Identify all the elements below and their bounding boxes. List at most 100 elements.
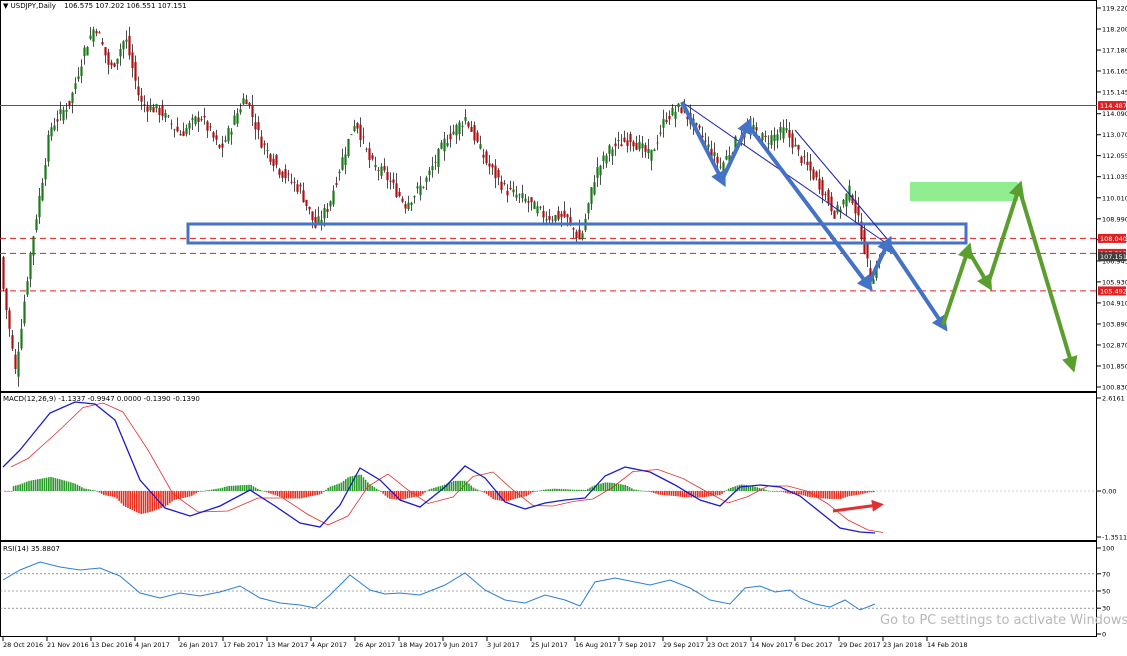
candle-body [239, 109, 242, 113]
candle-body [23, 301, 26, 324]
macd-histogram-bar [692, 491, 695, 498]
price-level-tag-label: 105.492 [1100, 287, 1127, 295]
macd-histogram-bar [426, 490, 428, 492]
time-tick-label: 28 Oct 2016 [3, 641, 43, 649]
candle-body [257, 122, 260, 130]
macd-histogram-bar [15, 485, 17, 491]
macd-histogram-bar [193, 491, 195, 495]
candle-body [263, 143, 266, 145]
candle-body [719, 166, 722, 168]
macd-histogram-bar [285, 491, 288, 499]
rsi-pane[interactable] [0, 541, 1097, 637]
candle-body [383, 166, 386, 171]
macd-histogram-bar [118, 491, 120, 502]
macd-histogram-bar [466, 481, 468, 491]
macd-histogram-bar [439, 485, 442, 491]
macd-histogram-bar [833, 491, 835, 499]
candle-body [614, 143, 617, 147]
macd-histogram-bar [697, 491, 699, 498]
macd-histogram-bar [785, 491, 787, 493]
macd-histogram-bar [582, 489, 585, 491]
candle-body [404, 203, 407, 209]
macd-histogram-bar [92, 490, 94, 491]
macd-histogram-bar [670, 491, 673, 496]
macd-histogram-bar [699, 491, 701, 498]
candle-body [797, 144, 800, 150]
candle-body [365, 148, 368, 150]
macd-histogram-bar [122, 491, 125, 506]
candle-body [317, 216, 320, 224]
current-price-label: 107.151 [1100, 253, 1127, 261]
macd-histogram-bar [624, 485, 626, 491]
macd-histogram-bar [274, 491, 277, 496]
rsi-tick-label: 0 [1102, 631, 1106, 639]
macd-histogram-bar [829, 491, 831, 499]
macd-histogram-bar [668, 491, 670, 496]
price-tick-label: 105.930 [1102, 278, 1127, 286]
candle-body [551, 219, 554, 221]
candle-body [515, 194, 518, 198]
candle-body [278, 169, 281, 175]
candle-body [662, 119, 665, 128]
macd-histogram-bar [470, 485, 472, 491]
price-tick-label: 106.945 [1102, 257, 1127, 265]
candle-body [434, 162, 437, 163]
candle-body [146, 106, 149, 112]
macd-histogram-bar [732, 487, 734, 491]
macd-histogram-bar [307, 491, 310, 497]
candle-body [653, 149, 656, 152]
macd-histogram-bar [677, 491, 679, 497]
candle-body [77, 76, 80, 80]
candle-body [713, 152, 716, 157]
macd-histogram-bar [404, 491, 406, 499]
candle-body [788, 130, 791, 138]
candle-body [53, 125, 56, 130]
macd-tick-label: -1.3511 [1102, 534, 1127, 542]
candle-body [527, 201, 530, 203]
macd-histogram-bar [598, 484, 600, 491]
macd-histogram-bar [771, 491, 774, 492]
candle-body [344, 154, 347, 166]
macd-histogram-bar [230, 485, 233, 491]
price-tick-label: 102.870 [1102, 341, 1127, 349]
candle-body [59, 109, 62, 115]
triangle-down-icon[interactable]: ▼ [3, 2, 9, 10]
candle-body [455, 124, 458, 136]
macd-histogram-bar [395, 491, 398, 500]
candle-body [410, 202, 413, 205]
macd-histogram-bar [782, 491, 785, 493]
macd-histogram-bar [314, 491, 316, 496]
macd-histogram-bar [408, 491, 411, 498]
macd-pane[interactable] [0, 392, 1097, 541]
candle-body [368, 148, 371, 161]
macd-histogram-bar [180, 491, 182, 499]
candle-body [425, 177, 428, 182]
macd-histogram-bar [85, 488, 87, 491]
candle-body [374, 164, 377, 168]
candle-body [332, 190, 335, 205]
candle-body [173, 129, 176, 131]
candle-body [443, 138, 446, 152]
macd-histogram-bar [534, 491, 536, 492]
candle-body [806, 161, 809, 165]
candle-body [302, 190, 305, 203]
macd-histogram-bar [116, 491, 118, 499]
macd-histogram-bar [129, 491, 131, 510]
macd-tick-label: 0.00 [1102, 488, 1116, 496]
macd-histogram-bar [435, 487, 437, 491]
candle-body [602, 155, 605, 162]
macd-histogram-bar [743, 484, 745, 491]
macd-histogram-bar [642, 490, 644, 492]
candle-body [545, 219, 548, 221]
macd-histogram-bar [340, 482, 343, 491]
rsi-line [2, 561, 876, 611]
macd-histogram-bar [360, 474, 362, 491]
price-pane[interactable] [0, 0, 1097, 392]
rsi-indicator [0, 561, 1097, 611]
macd-histogram-bar [745, 485, 747, 491]
macd-histogram-bar [664, 491, 666, 496]
candle-body [581, 233, 584, 240]
candle-body [131, 52, 134, 69]
macd-histogram-bar [538, 490, 541, 492]
